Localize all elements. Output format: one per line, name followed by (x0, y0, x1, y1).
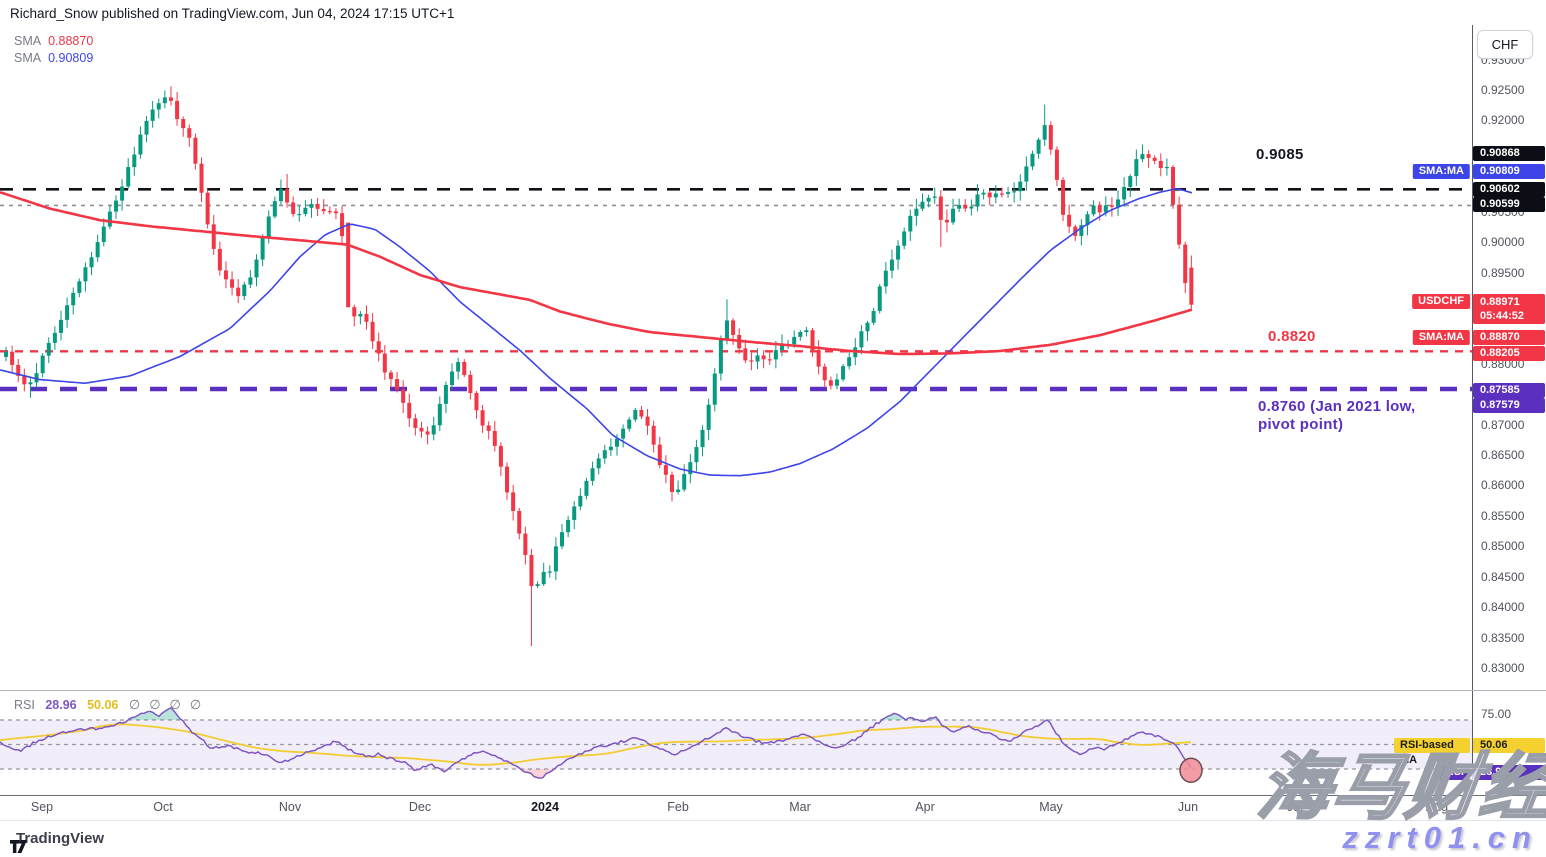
price-axis-label: 0.83000 (1481, 660, 1525, 675)
price-axis-label: 0.87000 (1481, 417, 1525, 432)
hidden-values-icons: ∅ ∅ ∅ ∅ (128, 697, 210, 712)
hidden-value-icon: ∅ (149, 697, 161, 712)
time-axis-label-Dec: Dec (408, 800, 432, 814)
time-axis-label-Feb: Feb (667, 800, 689, 814)
currency-button[interactable]: CHF (1477, 30, 1533, 59)
price-pane[interactable] (0, 25, 1472, 690)
floating-label-sma-blue: SMA:MA (1412, 163, 1470, 179)
rsi-axis-label: 75.00 (1481, 706, 1512, 721)
pivot-annotation[interactable]: 0.8760 (Jan 2021 low, pivot point) (1258, 398, 1416, 434)
watermark-text: 海马财经 (1252, 747, 1546, 830)
price-axis-label: 0.85500 (1481, 508, 1525, 523)
sma-label: SMA (14, 51, 42, 65)
price-axis-label: 0.92000 (1481, 113, 1525, 128)
sma-legend-slow[interactable]: SMA 0.88870 (14, 33, 93, 50)
sma-slow-line[interactable] (0, 190, 1193, 356)
axis-badge-hi-black: 0.90868 (1473, 145, 1545, 161)
time-axis-label-Mar: Mar (789, 800, 811, 814)
candlestick-series[interactable] (4, 86, 1194, 647)
watermark-url: zzrt01.cn (1342, 820, 1538, 855)
pivot-annotation-line2: pivot point) (1258, 416, 1344, 433)
axis-badge-sma-blue: 0.90809 (1473, 163, 1545, 179)
price-axis-label: 0.83500 (1481, 630, 1525, 645)
time-axis-label-Jul: Jul (1287, 800, 1303, 814)
price-axis-border (1472, 25, 1473, 820)
publish-caption: Richard_Snow published on TradingView.co… (10, 6, 455, 21)
rsi-oversold-fill (441, 769, 447, 772)
time-axis-label-May: May (1039, 800, 1063, 814)
pane-separator[interactable] (0, 690, 1546, 691)
sma-value: 0.88870 (48, 34, 94, 48)
price-axis-label: 0.86000 (1481, 478, 1525, 493)
axis-badge-lvl-black1: 0.90602 (1473, 181, 1545, 197)
floating-label-sma-red: SMA:MA (1412, 329, 1470, 345)
time-axis-border (0, 820, 1546, 821)
time-axis-label-Aug: Aug (1425, 800, 1449, 814)
time-axis-label-Oct: Oct (153, 800, 173, 814)
footer: TradingView (10, 830, 105, 853)
rsi-line[interactable] (0, 707, 1192, 779)
sma-label: SMA (14, 34, 42, 48)
time-axis-label-Sep: Sep (30, 800, 54, 814)
time-axis[interactable]: Sep Oct Nov Dec 2024 Feb Mar Apr May Jun Jul Aug (0, 796, 1546, 820)
rsi-legend[interactable]: RSI 28.96 50.06 ∅ ∅ ∅ ∅ (14, 697, 217, 713)
axis-badge-lvl-black2: 0.90599 (1473, 196, 1545, 212)
hidden-value-icon: ∅ (169, 697, 181, 712)
floating-label-rsi-v: RSI (1439, 764, 1470, 780)
rsi-label: RSI (14, 698, 35, 712)
resistance-annotation[interactable]: 0.9085 (1256, 146, 1304, 163)
sma-value: 0.90809 (48, 51, 94, 65)
rsi-oversold-fill (522, 769, 552, 779)
axis-badge-lvl-red: 0.88205 (1473, 345, 1545, 361)
sma-fast-line[interactable] (0, 188, 1193, 477)
price-axis-label: 0.92500 (1481, 83, 1525, 97)
hidden-value-icon: ∅ (128, 697, 141, 712)
hidden-value-icon: ∅ (189, 697, 202, 712)
rsi-highlight-circle[interactable] (1179, 757, 1203, 784)
time-axis-label-2024: 2024 (531, 800, 559, 814)
support-annotation[interactable]: 0.8820 (1268, 328, 1316, 345)
axis-badge-last-price: 0.88971 05:44:52 (1473, 294, 1545, 324)
axis-badge-rsi-ma: 50.06 (1473, 737, 1545, 753)
axis-badge-sma-red: 0.88870 (1473, 329, 1545, 345)
sma-legend-fast[interactable]: SMA 0.90809 (14, 50, 93, 67)
rsi-ma-value: 50.06 (87, 698, 119, 712)
price-axis-label: 0.89500 (1481, 265, 1525, 280)
time-axis-label-Apr: Apr (915, 800, 935, 814)
time-axis-label-Nov: Nov (278, 800, 302, 814)
axis-badge-lvl-pur2: 0.87579 (1473, 397, 1545, 413)
price-axis-label: 0.86500 (1481, 448, 1525, 463)
axis-badge-rsi-v: 28.96 (1473, 764, 1545, 780)
price-axis-label: 0.84000 (1481, 600, 1525, 615)
indicator-legend: SMA 0.88870 SMA 0.90809 (14, 33, 93, 67)
floating-label-last-price: USDCHF (1412, 293, 1470, 309)
price-axis-label: 0.90000 (1481, 235, 1525, 250)
brand-name[interactable]: TradingView (16, 830, 105, 847)
rsi-pane[interactable] (0, 690, 1472, 795)
axis-badge-lvl-pur1: 0.87585 (1473, 382, 1545, 398)
rsi-bottom-separator (0, 795, 1546, 796)
pivot-annotation-line1: 0.8760 (Jan 2021 low, (1258, 398, 1416, 415)
time-axis-label-Jun: Jun (1177, 800, 1199, 814)
price-axis-label: 0.84500 (1481, 569, 1525, 584)
rsi-ma-line[interactable] (0, 723, 1192, 766)
rsi-value: 28.96 (45, 698, 77, 712)
price-axis-label: 0.85000 (1481, 539, 1525, 554)
floating-label-rsi-ma: RSI-based MA (1394, 737, 1470, 766)
